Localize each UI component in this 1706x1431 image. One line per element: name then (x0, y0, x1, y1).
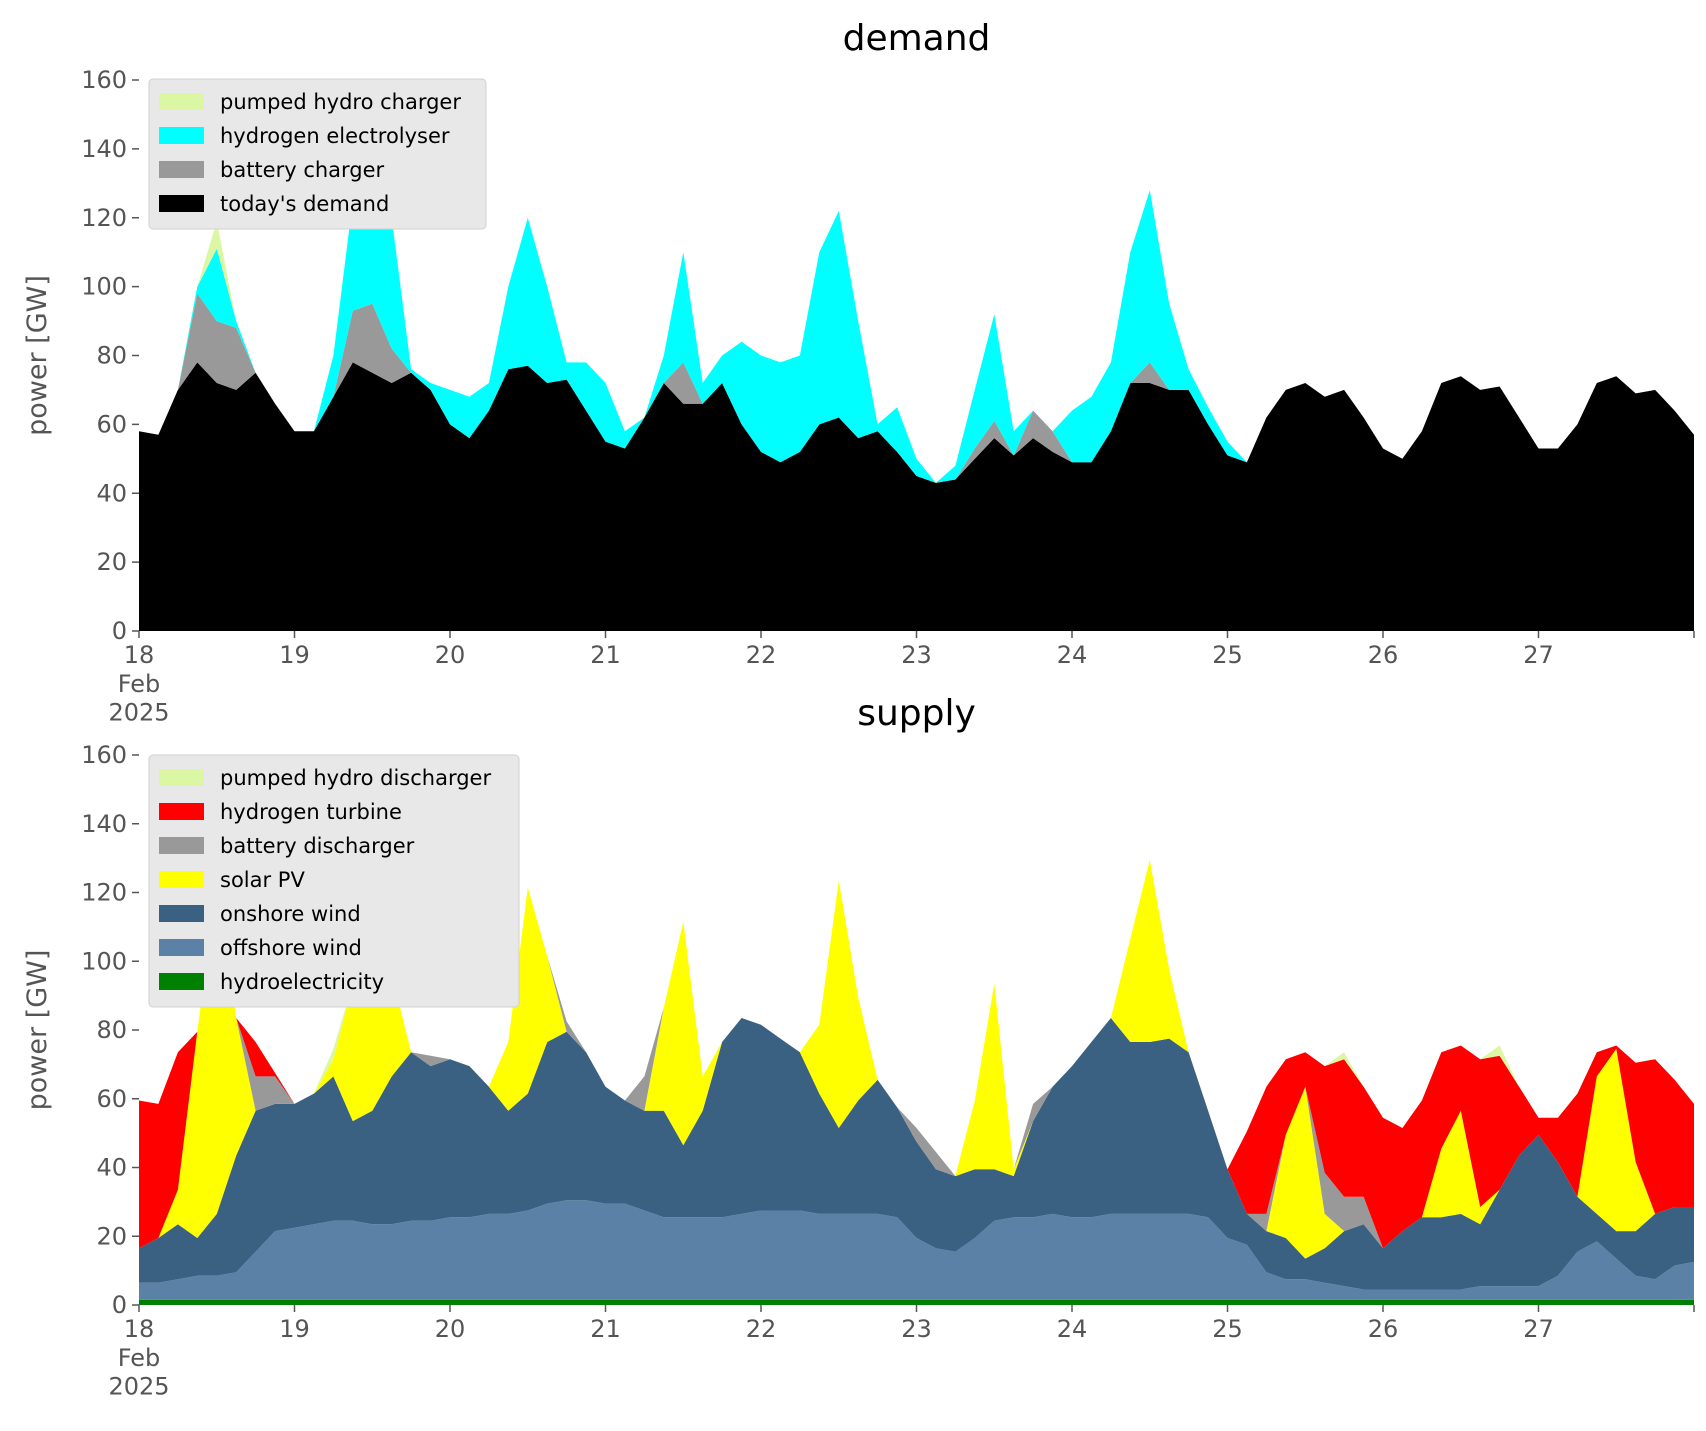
chart-title: demand (843, 18, 991, 59)
legend-swatch (159, 973, 204, 990)
legend-swatch (159, 871, 204, 888)
x-tick-label: 19 (279, 1315, 310, 1343)
x-tick-label: 20 (435, 641, 466, 669)
y-tick-label: 160 (81, 741, 127, 769)
area-series (139, 1299, 1694, 1305)
x-tick-label: 21 (590, 641, 621, 669)
legend-swatch (159, 161, 204, 178)
y-tick-label: 100 (81, 947, 127, 975)
legend-label: pumped hydro discharger (220, 766, 491, 790)
x-tick-label: 24 (1057, 641, 1088, 669)
area-series (139, 1018, 1694, 1290)
legend-swatch (159, 939, 204, 956)
legend-swatch (159, 837, 204, 854)
area-series (139, 1200, 1694, 1300)
legend-swatch (159, 803, 204, 820)
legend-label: battery discharger (220, 834, 415, 858)
y-axis-label: power [GW] (22, 275, 53, 436)
legend-swatch (159, 93, 204, 110)
y-tick-label: 60 (96, 1085, 127, 1113)
legend-label: onshore wind (220, 902, 361, 926)
area-series (139, 784, 1694, 1259)
x-tick-label: 21 (590, 1315, 621, 1343)
legend-label: hydrogen electrolyser (220, 124, 450, 148)
x-tick-label: 19 (279, 641, 310, 669)
y-tick-label: 20 (96, 1222, 127, 1250)
legend-swatch (159, 127, 204, 144)
y-tick-label: 40 (96, 1154, 127, 1182)
y-axis-label: power [GW] (22, 950, 53, 1111)
y-tick-label: 140 (81, 135, 127, 163)
x-tick-label: 27 (1523, 1315, 1554, 1343)
legend-swatch (159, 769, 204, 786)
x-tick-label: 20 (435, 1315, 466, 1343)
legend-label: battery charger (220, 158, 385, 182)
legend-box (148, 754, 520, 1008)
y-tick-label: 160 (81, 66, 127, 94)
x-tick-label: 24 (1057, 1315, 1088, 1343)
y-tick-label: 80 (96, 342, 127, 370)
legend-label: pumped hydro charger (220, 90, 461, 114)
y-tick-label: 120 (81, 204, 127, 232)
x-tick-label: 23 (901, 1315, 932, 1343)
legend-swatch (159, 905, 204, 922)
legend-box (148, 78, 487, 230)
x-tick-label: 26 (1368, 1315, 1399, 1343)
y-tick-label: 0 (112, 1291, 127, 1319)
x-tick-label: 26 (1368, 641, 1399, 669)
legend-label: solar PV (220, 868, 305, 892)
y-tick-label: 20 (96, 548, 127, 576)
x-tick-label: 25 (1212, 1315, 1243, 1343)
legend-label: today's demand (220, 192, 389, 216)
y-tick-label: 100 (81, 273, 127, 301)
legend-label: hydroelectricity (220, 970, 384, 994)
legend-label: hydrogen turbine (220, 800, 402, 824)
y-tick-label: 80 (96, 1016, 127, 1044)
y-tick-label: 120 (81, 879, 127, 907)
x-tick-label: 18 Feb 2025 (108, 1315, 169, 1401)
chart-title: supply (857, 693, 976, 734)
area-series (139, 362, 1694, 631)
y-tick-label: 60 (96, 410, 127, 438)
y-tick-label: 140 (81, 810, 127, 838)
x-tick-label: 27 (1523, 641, 1554, 669)
y-tick-label: 40 (96, 479, 127, 507)
x-tick-label: 23 (901, 641, 932, 669)
x-tick-label: 22 (746, 1315, 777, 1343)
y-tick-label: 0 (112, 617, 127, 645)
legend-swatch (159, 195, 204, 212)
x-tick-label: 22 (746, 641, 777, 669)
legend-label: offshore wind (220, 936, 362, 960)
x-tick-label: 18 Feb 2025 (108, 641, 169, 727)
x-tick-label: 25 (1212, 641, 1243, 669)
